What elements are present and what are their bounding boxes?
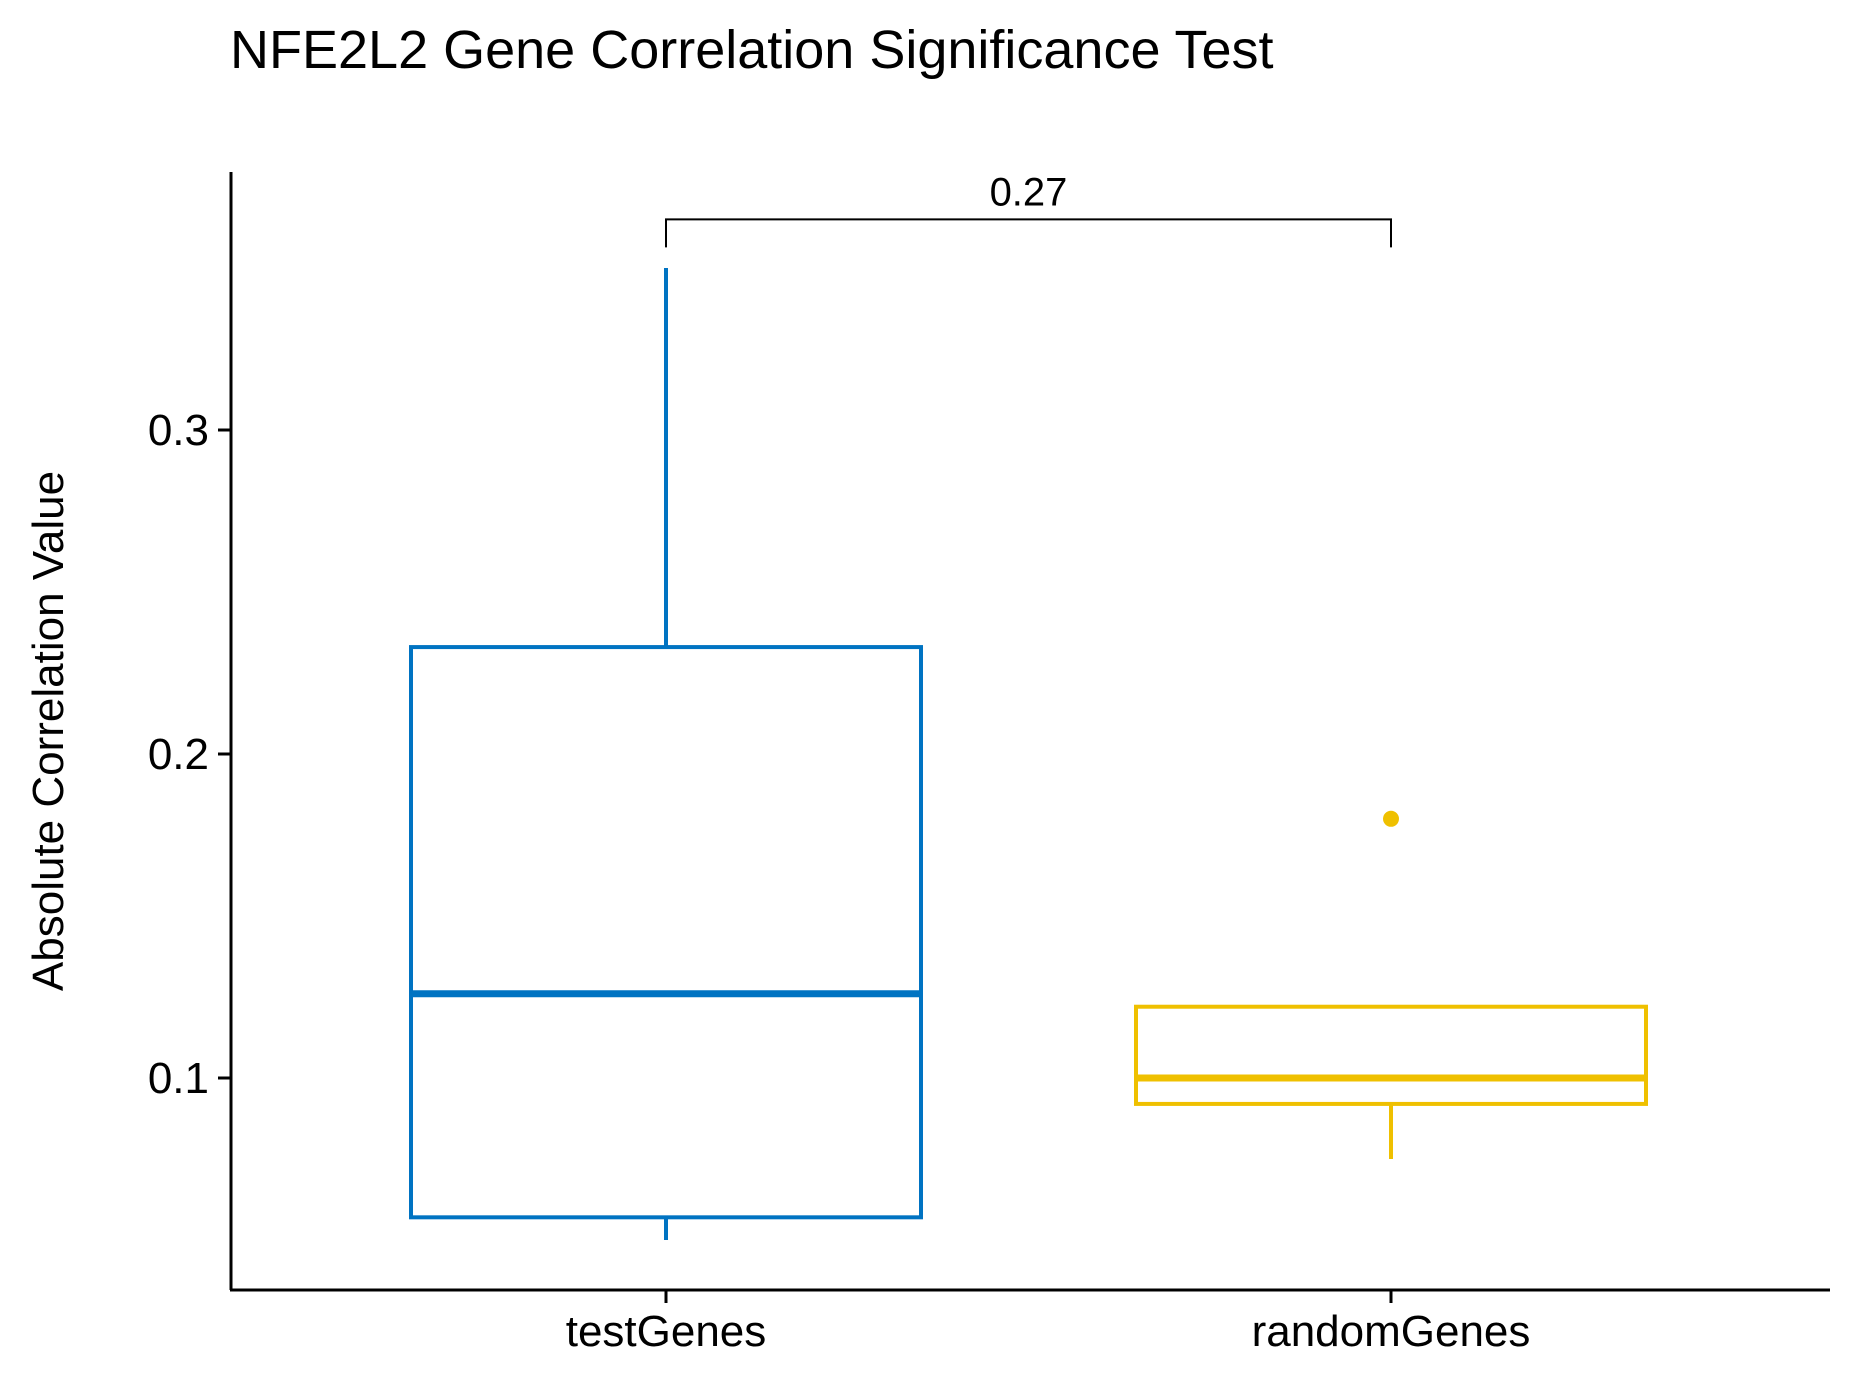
chart-title: NFE2L2 Gene Correlation Significance Tes… [230,20,1274,80]
outlier-point [1383,810,1399,827]
box-body [409,645,923,1220]
box-testGenes [409,268,923,1240]
y-axis-ticks: 0.1 0.2 0.3 [148,406,231,1103]
x-tick-label: testGenes [566,1307,767,1356]
y-tick-label: 0.3 [148,406,209,455]
comparison-bracket-group: 0.27 [665,170,1392,248]
y-tick-label: 0.2 [148,730,209,779]
x-tick-label: randomGenes [1252,1307,1531,1356]
comparison-bracket [665,218,1392,248]
x-axis-ticks: testGenes randomGenes [566,1290,1531,1356]
y-tick-label: 0.1 [148,1054,209,1103]
comparison-p-value: 0.27 [990,170,1068,214]
box-randomGenes [1134,810,1648,1159]
box-plot-series [409,268,1648,1240]
box-body [1134,1004,1648,1106]
y-axis-label: Absolute Correlation Value [24,471,73,991]
